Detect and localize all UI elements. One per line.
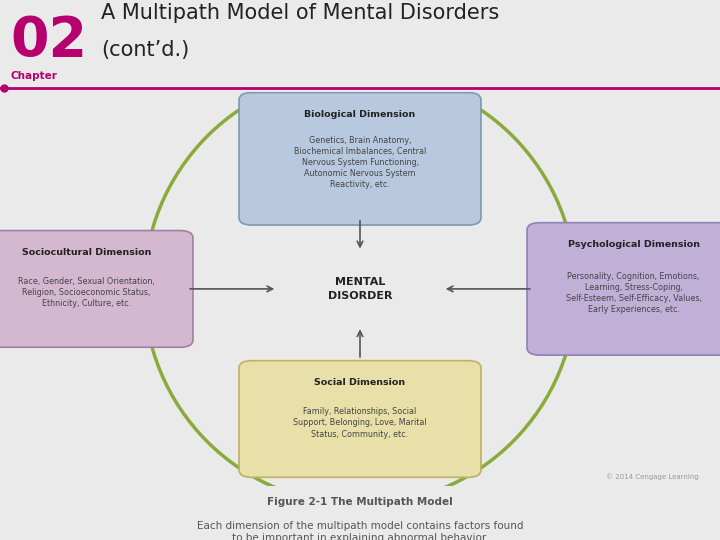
Text: Chapter: Chapter (11, 71, 58, 81)
Text: Psychological Dimension: Psychological Dimension (567, 240, 700, 248)
Text: Social Dimension: Social Dimension (315, 377, 405, 387)
FancyBboxPatch shape (527, 222, 720, 355)
Text: Figure 2-1 The Multipath Model: Figure 2-1 The Multipath Model (267, 497, 453, 507)
Text: Race, Gender, Sexual Orientation,
Religion, Socioeconomic Status,
Ethnicity, Cul: Race, Gender, Sexual Orientation, Religi… (18, 277, 155, 308)
Text: Sociocultural Dimension: Sociocultural Dimension (22, 247, 151, 256)
Text: © 2014 Cengage Learning: © 2014 Cengage Learning (606, 474, 698, 480)
FancyBboxPatch shape (239, 361, 481, 477)
Text: MENTAL
DISORDER: MENTAL DISORDER (328, 277, 392, 301)
Text: Biological Dimension: Biological Dimension (305, 110, 415, 119)
Text: Each dimension of the multipath model contains factors found
to be important in : Each dimension of the multipath model co… (197, 521, 523, 540)
Text: Personality, Cognition, Emotions,
Learning, Stress-Coping,
Self-Esteem, Self-Eff: Personality, Cognition, Emotions, Learni… (566, 272, 701, 314)
FancyBboxPatch shape (239, 92, 481, 225)
Text: Genetics, Brain Anatomy,
Biochemical Imbalances, Central
Nervous System Function: Genetics, Brain Anatomy, Biochemical Imb… (294, 136, 426, 190)
Text: Family, Relationships, Social
Support, Belonging, Love, Marital
Status, Communit: Family, Relationships, Social Support, B… (293, 407, 427, 438)
FancyBboxPatch shape (0, 231, 193, 347)
Text: 02: 02 (11, 14, 88, 68)
Text: A Multipath Model of Mental Disorders: A Multipath Model of Mental Disorders (101, 3, 499, 23)
Text: (cont’d.): (cont’d.) (101, 40, 189, 60)
